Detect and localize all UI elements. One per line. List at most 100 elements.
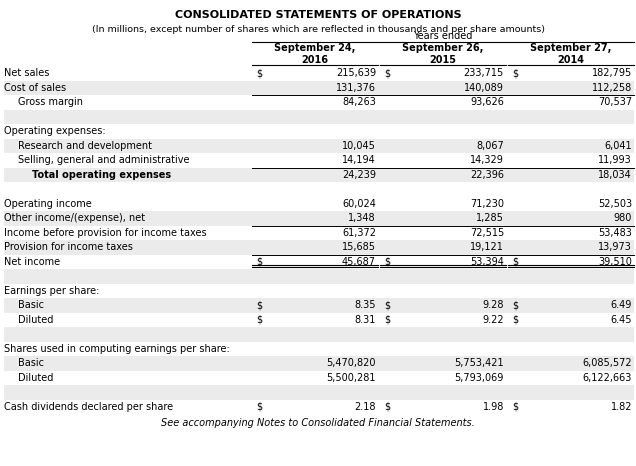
- Text: Diluted: Diluted: [18, 315, 53, 325]
- Text: 18,034: 18,034: [598, 170, 632, 180]
- Text: 14,329: 14,329: [470, 155, 504, 165]
- Text: 15,685: 15,685: [342, 242, 376, 252]
- Text: $: $: [384, 402, 390, 412]
- Text: 53,483: 53,483: [598, 228, 632, 238]
- Text: 6,122,663: 6,122,663: [583, 373, 632, 383]
- Text: 1.98: 1.98: [483, 402, 504, 412]
- Text: Provision for income taxes: Provision for income taxes: [4, 242, 133, 252]
- Bar: [4, 269, 634, 283]
- Text: $: $: [384, 315, 390, 325]
- Text: 10,045: 10,045: [342, 141, 376, 151]
- Text: 19,121: 19,121: [470, 242, 504, 252]
- Text: $: $: [512, 68, 518, 78]
- Text: Years ended: Years ended: [413, 31, 473, 41]
- Bar: [4, 211, 634, 226]
- Text: 45,687: 45,687: [342, 257, 376, 267]
- Text: 1,285: 1,285: [476, 213, 504, 223]
- Text: 6,085,572: 6,085,572: [583, 358, 632, 368]
- Text: 84,263: 84,263: [342, 97, 376, 107]
- Text: See accompanying Notes to Consolidated Financial Statements.: See accompanying Notes to Consolidated F…: [161, 418, 475, 428]
- Text: 5,753,421: 5,753,421: [454, 358, 504, 368]
- Bar: [4, 298, 634, 313]
- Text: Net income: Net income: [4, 257, 60, 267]
- Text: 39,510: 39,510: [598, 257, 632, 267]
- Text: Operating income: Operating income: [4, 199, 92, 209]
- Bar: [4, 138, 634, 153]
- Text: $: $: [256, 300, 262, 310]
- Text: Income before provision for income taxes: Income before provision for income taxes: [4, 228, 207, 238]
- Text: Selling, general and administrative: Selling, general and administrative: [18, 155, 190, 165]
- Text: Cash dividends declared per share: Cash dividends declared per share: [4, 402, 173, 412]
- Text: 60,024: 60,024: [342, 199, 376, 209]
- Text: $: $: [256, 402, 262, 412]
- Text: 8.31: 8.31: [355, 315, 376, 325]
- Bar: [4, 356, 634, 370]
- Text: 14,194: 14,194: [342, 155, 376, 165]
- Text: Basic: Basic: [18, 358, 44, 368]
- Text: September 24,
2016: September 24, 2016: [274, 43, 356, 65]
- Text: Basic: Basic: [18, 300, 44, 310]
- Text: Diluted: Diluted: [18, 373, 53, 383]
- Bar: [4, 385, 634, 399]
- Text: $: $: [512, 315, 518, 325]
- Text: 22,396: 22,396: [470, 170, 504, 180]
- Text: 5,793,069: 5,793,069: [455, 373, 504, 383]
- Text: 233,715: 233,715: [464, 68, 504, 78]
- Text: 131,376: 131,376: [336, 83, 376, 93]
- Text: 182,795: 182,795: [591, 68, 632, 78]
- Text: 6.45: 6.45: [611, 315, 632, 325]
- Text: 8.35: 8.35: [354, 300, 376, 310]
- Text: $: $: [256, 315, 262, 325]
- Text: 70,537: 70,537: [598, 97, 632, 107]
- Text: 52,503: 52,503: [598, 199, 632, 209]
- Text: Research and development: Research and development: [18, 141, 152, 151]
- Text: 5,470,820: 5,470,820: [326, 358, 376, 368]
- Text: Total operating expenses: Total operating expenses: [32, 170, 171, 180]
- Text: 71,230: 71,230: [470, 199, 504, 209]
- Text: $: $: [384, 68, 390, 78]
- Text: September 26,
2015: September 26, 2015: [403, 43, 484, 65]
- Text: Earnings per share:: Earnings per share:: [4, 286, 99, 296]
- Text: 24,239: 24,239: [342, 170, 376, 180]
- Text: 2.18: 2.18: [354, 402, 376, 412]
- Text: 61,372: 61,372: [342, 228, 376, 238]
- Text: $: $: [256, 257, 262, 267]
- Bar: [4, 81, 634, 95]
- Text: Gross margin: Gross margin: [18, 97, 83, 107]
- Text: September 27,
2014: September 27, 2014: [530, 43, 612, 65]
- Bar: [4, 240, 634, 254]
- Text: 1.82: 1.82: [611, 402, 632, 412]
- Text: 112,258: 112,258: [591, 83, 632, 93]
- Text: $: $: [384, 300, 390, 310]
- Text: 13,973: 13,973: [598, 242, 632, 252]
- Text: 215,639: 215,639: [336, 68, 376, 78]
- Text: 9.28: 9.28: [483, 300, 504, 310]
- Text: 93,626: 93,626: [470, 97, 504, 107]
- Text: 53,394: 53,394: [470, 257, 504, 267]
- Text: $: $: [384, 257, 390, 267]
- Text: (In millions, except number of shares which are reflected in thousands and per s: (In millions, except number of shares wh…: [92, 25, 544, 34]
- Text: $: $: [512, 402, 518, 412]
- Text: $: $: [512, 300, 518, 310]
- Text: Operating expenses:: Operating expenses:: [4, 126, 106, 136]
- Text: 5,500,281: 5,500,281: [326, 373, 376, 383]
- Text: 11,993: 11,993: [598, 155, 632, 165]
- Text: $: $: [512, 257, 518, 267]
- Text: CONSOLIDATED STATEMENTS OF OPERATIONS: CONSOLIDATED STATEMENTS OF OPERATIONS: [175, 10, 461, 20]
- Text: $: $: [256, 68, 262, 78]
- Text: Other income/(expense), net: Other income/(expense), net: [4, 213, 145, 223]
- Text: 72,515: 72,515: [470, 228, 504, 238]
- Text: Net sales: Net sales: [4, 68, 50, 78]
- Bar: [4, 167, 634, 182]
- Text: 8,067: 8,067: [476, 141, 504, 151]
- Text: Cost of sales: Cost of sales: [4, 83, 66, 93]
- Text: 6,041: 6,041: [604, 141, 632, 151]
- Text: 6.49: 6.49: [611, 300, 632, 310]
- Text: 9.22: 9.22: [482, 315, 504, 325]
- Bar: [4, 110, 634, 124]
- Text: 980: 980: [614, 213, 632, 223]
- Text: 140,089: 140,089: [464, 83, 504, 93]
- Bar: [4, 327, 634, 342]
- Text: 1,348: 1,348: [349, 213, 376, 223]
- Text: Shares used in computing earnings per share:: Shares used in computing earnings per sh…: [4, 344, 230, 354]
